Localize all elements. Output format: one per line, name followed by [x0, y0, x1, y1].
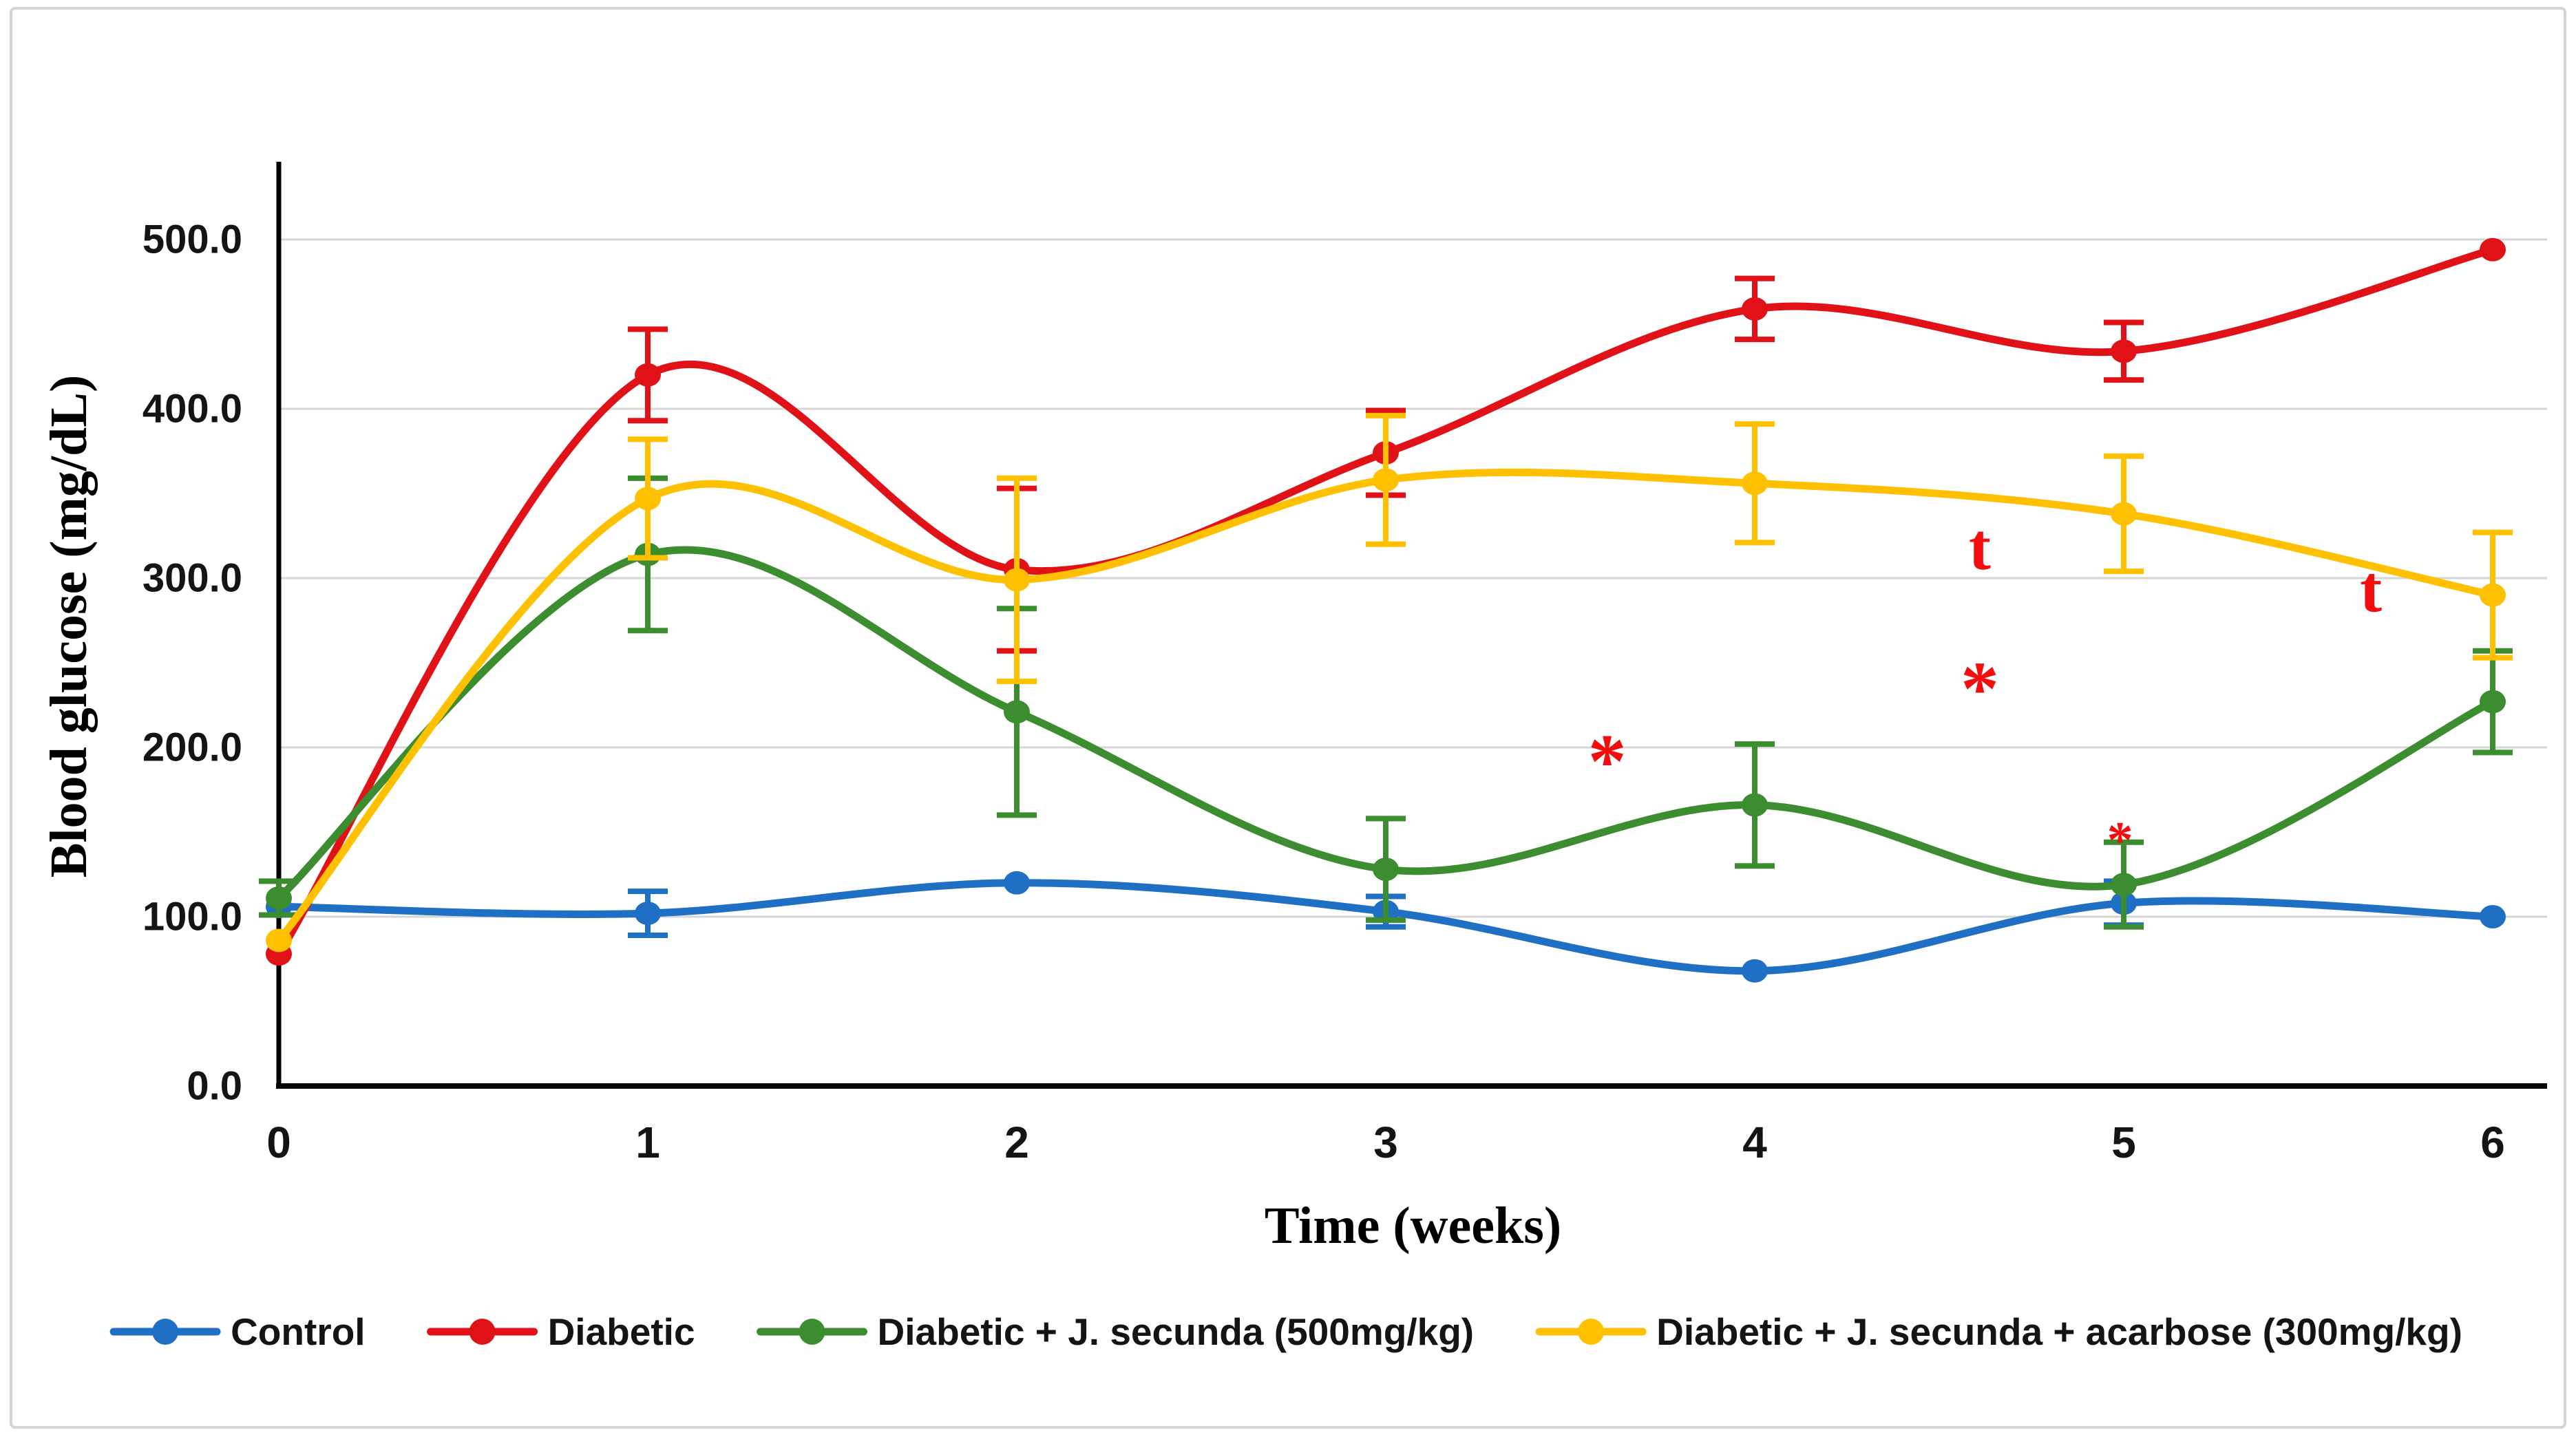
data-point-marker — [2111, 339, 2137, 363]
data-point-marker — [2111, 873, 2137, 897]
annotation-asterisk: * — [1961, 646, 1999, 732]
data-point-marker — [2111, 502, 2137, 526]
y-tick-label: 200.0 — [142, 725, 242, 770]
y-tick-label: 300.0 — [142, 556, 242, 601]
x-tick-label: 0 — [266, 1118, 291, 1167]
data-point-marker — [266, 886, 292, 910]
legend-label: Diabetic — [548, 1310, 695, 1353]
data-point-marker — [1742, 959, 1768, 983]
annotation-letter-t: t — [1969, 510, 1991, 584]
x-tick-label: 4 — [1742, 1118, 1767, 1167]
legend-marker-dot — [469, 1319, 496, 1345]
series-line-diabetic — [275, 246, 2497, 958]
legend-item-diabetic-j-secunda-acarbose-300mg-kg: Diabetic + J. secunda + acarbose (300mg/… — [1535, 1310, 2462, 1353]
data-point-marker — [1004, 700, 1030, 724]
data-point-marker — [2480, 905, 2506, 928]
annotation-letter-t: t — [2360, 552, 2382, 626]
x-axis-title: Time (weeks) — [1265, 1197, 1561, 1255]
legend-marker-dot — [1578, 1319, 1605, 1345]
y-tick-label: 100.0 — [142, 895, 242, 939]
x-tick-label: 6 — [2480, 1118, 2505, 1167]
legend-item-diabetic-j-secunda-500mg-kg: Diabetic + J. secunda (500mg/kg) — [757, 1310, 1475, 1353]
data-point-marker — [635, 902, 661, 926]
data-point-marker — [1742, 471, 1768, 496]
data-point-marker — [1373, 858, 1399, 882]
y-tick-label: 400.0 — [142, 387, 242, 432]
x-tick-label: 1 — [635, 1118, 660, 1167]
x-tick-label: 2 — [1004, 1118, 1029, 1167]
legend-label: Diabetic + J. secunda (500mg/kg) — [878, 1310, 1475, 1353]
significance-annotations: * t * * t — [1588, 510, 2383, 869]
data-point-marker — [1742, 297, 1768, 321]
x-tick-label: 5 — [2111, 1118, 2136, 1167]
legend-label: Control — [231, 1310, 366, 1353]
legend-item-control: Control — [109, 1310, 366, 1353]
data-point-marker — [2480, 690, 2506, 714]
data-point-marker — [1742, 793, 1768, 817]
legend-item-diabetic: Diabetic — [427, 1310, 695, 1353]
data-point-marker — [266, 928, 292, 952]
data-point-marker — [635, 363, 661, 387]
legend-marker-dot — [152, 1319, 179, 1345]
annotation-asterisk: * — [2107, 811, 2133, 869]
data-point-marker — [1004, 871, 1030, 895]
annotation-asterisk: * — [1588, 719, 1627, 805]
y-tick-label: 500.0 — [142, 217, 242, 262]
data-point-marker — [2480, 583, 2506, 607]
data-point-marker — [2480, 237, 2506, 262]
markers-diabetic-j-secunda-acarbose-300mg-kg — [266, 468, 2506, 952]
data-point-marker — [1004, 568, 1030, 592]
legend-label: Diabetic + J. secunda + acarbose (300mg/… — [1656, 1310, 2462, 1353]
legend-marker-dot — [799, 1319, 825, 1345]
y-axis-title: Blood glucose (mg/dL) — [40, 375, 98, 878]
data-point-marker — [635, 487, 661, 511]
y-tick-labels: 0.0 100.0 200.0 300.0 400.0 500.0 — [142, 217, 242, 1109]
data-point-marker — [1373, 468, 1399, 492]
x-tick-labels: 0 1 2 3 4 5 6 — [266, 1118, 2505, 1167]
chart-legend: Control Diabetic Diabetic + J. secunda (50… — [109, 1310, 2462, 1353]
series-diabetic-j-secunda-acarbose-300mg-kg — [266, 412, 2513, 952]
x-tick-label: 3 — [1373, 1118, 1398, 1167]
y-tick-label: 0.0 — [187, 1064, 242, 1109]
